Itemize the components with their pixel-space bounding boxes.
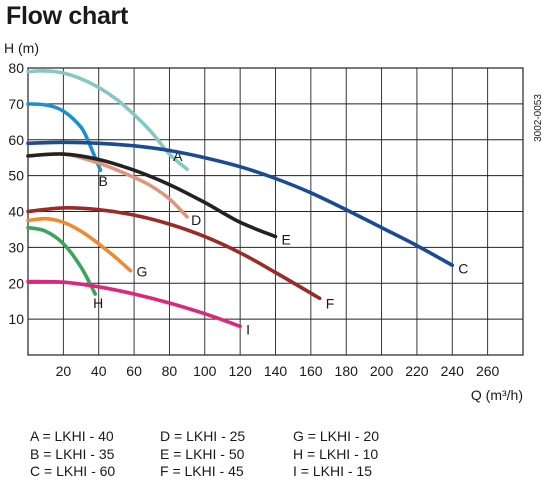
curve-label-e: E bbox=[282, 232, 291, 248]
legend-entry: B = LKHI - 35 bbox=[30, 445, 115, 462]
curve-c bbox=[26, 140, 455, 268]
y-tick-label: 60 bbox=[8, 132, 24, 148]
y-tick-label: 50 bbox=[8, 168, 24, 184]
curve-label-d: D bbox=[191, 212, 201, 228]
y-tick-label: 40 bbox=[8, 204, 24, 220]
curve-g bbox=[26, 216, 133, 273]
legend-entry: I = LKHI - 15 bbox=[293, 463, 372, 479]
x-tick-label: 140 bbox=[264, 363, 288, 379]
legend-entry: G = LKHI - 20 bbox=[293, 428, 379, 444]
legend-entry: F = LKHI - 45 bbox=[160, 463, 244, 479]
x-tick-label: 260 bbox=[476, 363, 500, 379]
curve-h bbox=[26, 225, 97, 296]
x-tick-label: 60 bbox=[126, 363, 142, 379]
curve-e bbox=[26, 152, 278, 239]
y-axis-label: H (m) bbox=[4, 40, 39, 56]
legend-entry: A = LKHI - 40 bbox=[30, 428, 114, 444]
y-tick-label: 30 bbox=[8, 239, 24, 255]
x-tick-label: 80 bbox=[162, 363, 178, 379]
y-tick-label: 20 bbox=[8, 275, 24, 291]
x-tick-label: 240 bbox=[441, 363, 465, 379]
curve-label-g: G bbox=[137, 264, 148, 280]
x-tick-label: 20 bbox=[56, 363, 72, 379]
chart-title: Flow chart bbox=[6, 2, 129, 30]
x-tick-label: 200 bbox=[370, 363, 394, 379]
x-tick-label: 40 bbox=[91, 363, 107, 379]
curve-label-h: H bbox=[93, 295, 103, 311]
legend-entry: D = LKHI - 25 bbox=[160, 428, 246, 444]
curve-label-a: A bbox=[173, 148, 183, 164]
x-tick-label: 100 bbox=[193, 363, 217, 379]
x-tick-label: 120 bbox=[228, 363, 252, 379]
y-tick-label: 70 bbox=[8, 96, 24, 112]
curve-label-b: B bbox=[98, 173, 107, 189]
legend-entry: C = LKHI - 60 bbox=[30, 463, 116, 479]
y-tick-label: 10 bbox=[8, 311, 24, 327]
legend-entry: E = LKHI - 50 bbox=[160, 445, 245, 462]
curve-a bbox=[26, 69, 189, 171]
curve-label-c: C bbox=[458, 260, 468, 276]
curve-label-f: F bbox=[326, 295, 335, 311]
curve-label-i: I bbox=[246, 321, 250, 337]
document-code: 3002-0053 bbox=[533, 94, 544, 142]
x-axis-label: Q (m³/h) bbox=[471, 387, 523, 403]
x-tick-label: 160 bbox=[299, 363, 323, 379]
legend: A = LKHI - 40 D = LKHI - 25 G = LKHI - 2… bbox=[30, 428, 410, 480]
x-tick-label: 220 bbox=[405, 363, 429, 379]
x-tick-label: 180 bbox=[335, 363, 359, 379]
curve-f bbox=[26, 206, 322, 301]
curve-i bbox=[26, 279, 242, 329]
legend-entry: H = LKHI - 10 bbox=[293, 445, 379, 462]
y-tick-label: 80 bbox=[8, 60, 24, 76]
